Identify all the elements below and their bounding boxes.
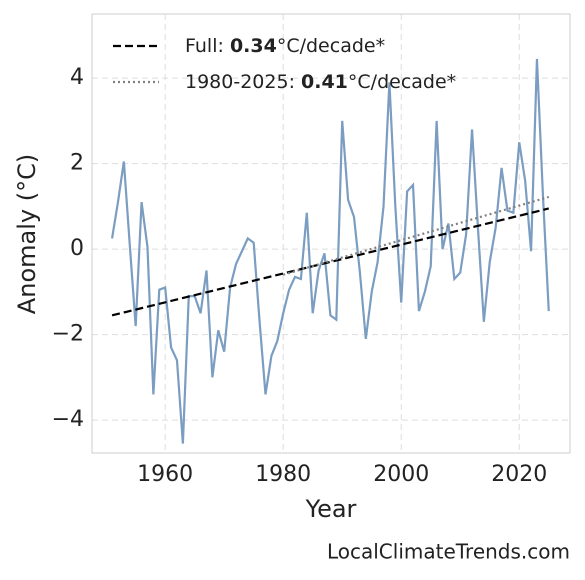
x-axis-label: Year [305,495,357,523]
x-tick-label: 2020 [491,462,547,487]
line [110,58,550,444]
legend-label: 1980-2025: 0.41°C/decade* [185,71,456,93]
line [111,207,550,317]
line [282,195,550,276]
y-tick-label: 4 [70,65,84,90]
x-tick-label: 1960 [137,462,193,487]
source: LocalClimateTrends.com [327,540,570,564]
x-tick-label: 2000 [373,462,429,487]
legend-label: Full: 0.34°C/decade* [185,35,385,57]
y-axis-label: Anomaly (°C) [13,154,41,314]
y-tick-label: 0 [70,236,84,261]
plot-frame [91,13,571,454]
x-tick-label: 1980 [255,462,311,487]
y-tick-label: 2 [70,151,84,176]
y-tick-label: −2 [52,322,84,347]
y-tick-label: −4 [52,407,84,432]
